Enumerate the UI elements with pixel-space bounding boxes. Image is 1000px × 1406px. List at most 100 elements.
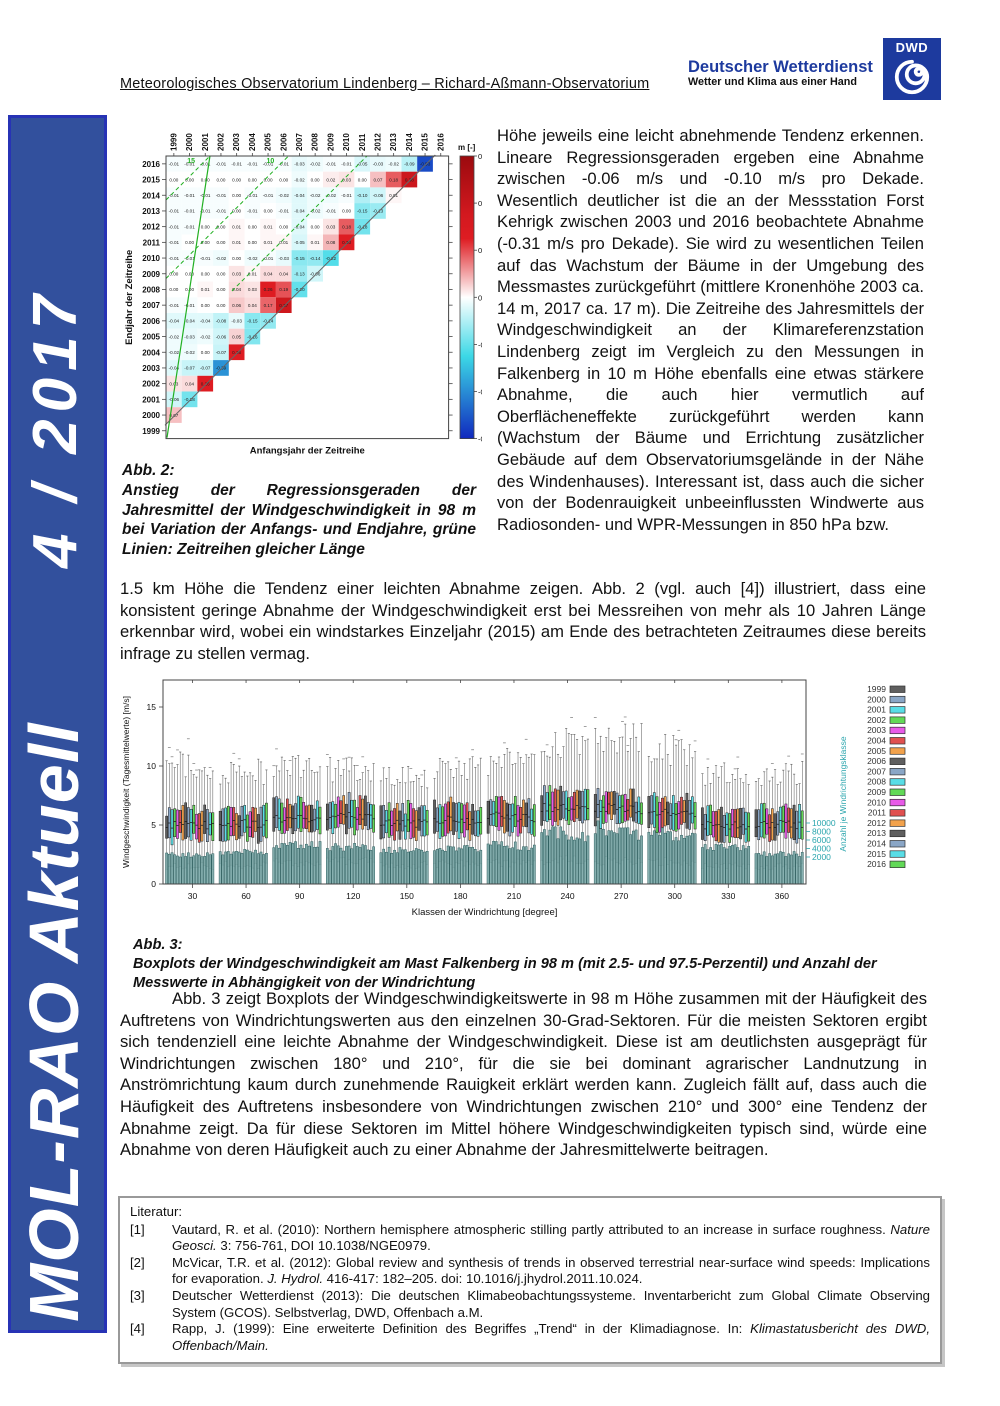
svg-text:2012: 2012 [142,223,160,232]
svg-text:2005: 2005 [264,133,273,151]
svg-text:15: 15 [147,702,157,712]
svg-text:2010: 2010 [867,797,886,807]
svg-text:0.00: 0.00 [232,256,241,261]
svg-text:0.37: 0.37 [279,303,288,308]
svg-text:150: 150 [400,891,414,901]
fig3-caption-label: Abb. 3: [133,937,183,953]
svg-text:2000: 2000 [142,411,160,420]
svg-text:-0.07: -0.07 [216,350,227,355]
svg-text:Anzahl je Windrichtungsklasse: Anzahl je Windrichtungsklasse [838,736,848,852]
svg-text:-0.03: -0.03 [279,256,290,261]
svg-text:-0.09: -0.09 [404,162,415,167]
svg-text:2006: 2006 [867,756,886,766]
svg-text:-0.01: -0.01 [263,256,274,261]
svg-text:-0.07: -0.07 [184,366,195,371]
svg-text:0.06: 0.06 [232,303,241,308]
svg-text:-0.53: -0.53 [420,162,431,167]
svg-text:-0.03: -0.03 [231,319,242,324]
svg-text:1999: 1999 [169,133,178,151]
svg-text:0.04: 0.04 [185,381,194,386]
svg-text:0.00: 0.00 [248,224,257,229]
svg-text:270: 270 [614,891,628,901]
svg-text:-0.04: -0.04 [294,209,305,214]
svg-text:0.08: 0.08 [326,240,335,245]
svg-text:-0.14: -0.14 [263,319,274,324]
svg-text:-0.01: -0.01 [200,256,211,261]
svg-text:2009: 2009 [326,133,335,151]
svg-text:0.00: 0.00 [201,240,210,245]
svg-text:0.03: 0.03 [232,271,241,276]
svg-text:2007: 2007 [867,766,886,776]
svg-text:0.00: 0.00 [185,177,194,182]
svg-text:2016: 2016 [867,859,886,869]
svg-text:210: 210 [507,891,521,901]
svg-text:-0.01: -0.01 [184,162,195,167]
svg-text:2012: 2012 [373,133,382,151]
body-paragraph-3: Abb. 3 zeigt Boxplots der Windgeschwindi… [120,989,927,1160]
svg-text:2004: 2004 [867,736,886,746]
svg-text:-0.01: -0.01 [169,224,180,229]
svg-text:-0.01: -0.01 [184,303,195,308]
svg-text:5: 5 [151,820,156,830]
svg-text:-0.04: -0.04 [200,319,211,324]
svg-text:2012: 2012 [867,818,886,828]
svg-text:0: 0 [478,293,482,302]
svg-text:-0.20: -0.20 [294,287,305,292]
svg-text:-0.06: -0.06 [310,271,321,276]
svg-text:-0.02: -0.02 [326,193,337,198]
literature-ref: [1] Vautard, R. et al. (2010): Northern h… [130,1221,930,1254]
svg-text:2003: 2003 [867,725,886,735]
dwd-logo: DWD [882,38,941,100]
svg-text:0.03: 0.03 [248,287,257,292]
svg-text:2001: 2001 [201,133,210,151]
svg-text:30: 30 [188,891,198,901]
fig3-caption: Abb. 3: Boxplots der Windgeschwindigkeit… [133,936,925,993]
svg-text:-0.01: -0.01 [231,162,242,167]
svg-text:8000: 8000 [812,827,831,837]
svg-text:2010: 2010 [342,133,351,151]
svg-text:-0.01: -0.01 [216,209,227,214]
svg-text:0.00: 0.00 [201,177,210,182]
svg-text:2016: 2016 [436,133,445,151]
svg-text:-0.01: -0.01 [263,162,274,167]
svg-text:-0.01: -0.01 [200,193,211,198]
svg-text:2015: 2015 [867,849,886,859]
svg-text:2014: 2014 [142,191,160,200]
svg-text:0.01: 0.01 [311,240,320,245]
svg-text:-0.02: -0.02 [388,162,399,167]
svg-text:-0.01: -0.01 [216,193,227,198]
svg-text:2009: 2009 [867,787,886,797]
svg-text:-0.01: -0.01 [247,209,258,214]
svg-text:0.30: 0.30 [342,240,351,245]
svg-text:-0.04: -0.04 [294,224,305,229]
svg-text:-0.01: -0.01 [247,162,258,167]
svg-text:0.00: 0.00 [201,224,210,229]
svg-text:-0.01: -0.01 [279,209,290,214]
page-title: Meteorologisches Observatorium Lindenber… [120,76,650,92]
svg-text:-0.05: -0.05 [294,240,305,245]
svg-text:-0.02: -0.02 [310,209,321,214]
fig2-caption-text: Anstieg der Regressionsgeraden der Jahre… [122,481,476,559]
svg-text:2013: 2013 [867,828,886,838]
svg-text:-0.01: -0.01 [184,224,195,229]
svg-text:240: 240 [560,891,574,901]
fig3-caption-text: Boxplots der Windgeschwindigkeit am Mast… [133,955,877,991]
svg-text:0.00: 0.00 [248,177,257,182]
svg-text:0.00: 0.00 [279,224,288,229]
svg-text:2004: 2004 [142,348,160,357]
svg-text:-0.06: -0.06 [216,334,227,339]
svg-text:-0.05: -0.05 [357,162,368,167]
svg-text:2013: 2013 [389,133,398,151]
svg-text:-0.02: -0.02 [310,162,321,167]
svg-text:2005: 2005 [867,746,886,756]
svg-text:-0.13: -0.13 [373,209,384,214]
svg-text:Anfangsjahr der Zeitreihe: Anfangsjahr der Zeitreihe [250,446,365,457]
svg-text:2008: 2008 [311,133,320,151]
svg-text:-0.15: -0.15 [247,319,258,324]
svg-text:2011: 2011 [868,808,887,818]
svg-text:-0.03: -0.03 [373,162,384,167]
svg-text:10: 10 [147,761,157,771]
svg-text:0.03: 0.03 [169,381,178,386]
svg-text:-0.13: -0.13 [294,271,305,276]
svg-text:0.04: 0.04 [264,271,273,276]
